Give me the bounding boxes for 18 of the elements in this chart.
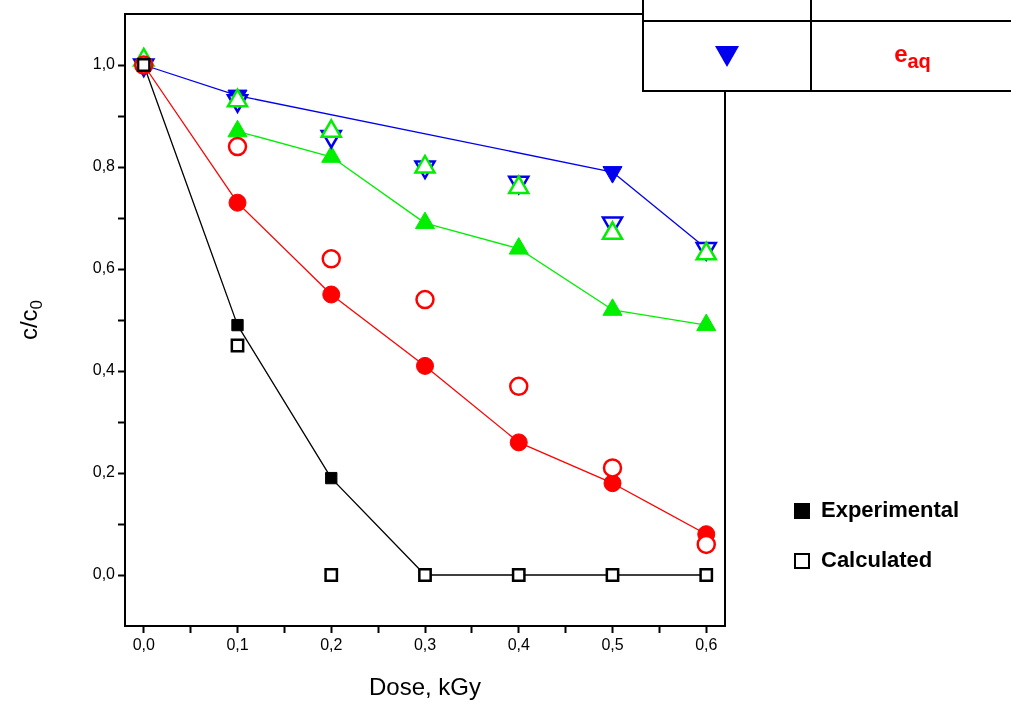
y-tick-label: 0,6 [92,259,116,277]
y-tick-label: 0,8 [92,157,116,175]
y-tick-label: 0,4 [92,361,116,379]
x-tick-label: 0,3 [413,636,437,654]
x-axis-title: Dose, kGy [368,672,482,700]
text: e$_{aq}$ [894,39,931,73]
x-tick-label: 0,6 [695,636,718,654]
x-tick-label: 0,1 [226,636,249,654]
y-tick-label: 0,2 [92,463,116,481]
x-tick-label: 0,4 [507,636,530,654]
y-tick-label: 0,0 [92,565,116,583]
legend-label: Experimental [821,497,960,523]
legend-label: Calculated [821,547,933,573]
y-tick-label: 1,0 [92,55,116,73]
y-axis-title: c/c0 [14,299,46,341]
x-tick-label: 0,2 [320,636,343,654]
x-tick-label: 0,0 [132,636,155,654]
x-tick-label: 0,5 [601,636,624,654]
